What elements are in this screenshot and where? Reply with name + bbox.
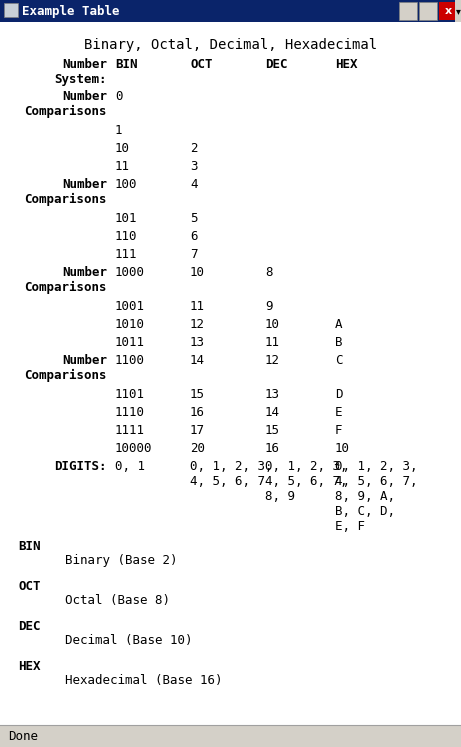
Text: 9: 9 (265, 300, 272, 313)
Text: Binary, Octal, Decimal, Hexadecimal: Binary, Octal, Decimal, Hexadecimal (84, 38, 377, 52)
Text: BIN: BIN (115, 58, 137, 71)
Text: 0, 1: 0, 1 (115, 460, 145, 473)
Text: 16: 16 (190, 406, 205, 419)
Text: 16: 16 (265, 442, 280, 455)
Text: D: D (335, 388, 343, 401)
Text: 1110: 1110 (115, 406, 145, 419)
Text: 8: 8 (265, 266, 272, 279)
Text: 111: 111 (115, 248, 137, 261)
Text: F: F (335, 424, 343, 437)
Text: 110: 110 (115, 230, 137, 243)
Text: Example Table: Example Table (22, 4, 119, 17)
Text: HEX: HEX (335, 58, 357, 71)
Text: 0, 1, 2, 3,
4, 5, 6, 7,
8, 9: 0, 1, 2, 3, 4, 5, 6, 7, 8, 9 (265, 460, 348, 503)
Bar (439, 2, 457, 20)
Text: 5: 5 (190, 212, 197, 225)
Text: 15: 15 (190, 388, 205, 401)
Text: Number
Comparisons: Number Comparisons (24, 354, 107, 382)
Text: DIGITS:: DIGITS: (54, 460, 107, 473)
Text: 100: 100 (115, 178, 137, 191)
Text: 15: 15 (265, 424, 280, 437)
Text: HEX: HEX (18, 660, 41, 673)
Text: BIN: BIN (18, 540, 41, 553)
Text: OCT: OCT (18, 580, 41, 593)
Text: Number
System:: Number System: (54, 58, 107, 86)
Text: 1001: 1001 (115, 300, 145, 313)
Text: C: C (335, 354, 343, 367)
Text: 11: 11 (115, 160, 130, 173)
Text: 1: 1 (115, 124, 123, 137)
Text: 1100: 1100 (115, 354, 145, 367)
Bar (0, 725, 461, 747)
Text: 0, 1, 2, 3,
4, 5, 6, 7,
8, 9, A,
B, C, D,
E, F: 0, 1, 2, 3, 4, 5, 6, 7, 8, 9, A, B, C, D… (335, 460, 418, 533)
Text: 1101: 1101 (115, 388, 145, 401)
Text: DEC: DEC (18, 620, 41, 633)
Text: Number
Comparisons: Number Comparisons (24, 90, 107, 118)
Text: Hexadecimal (Base 16): Hexadecimal (Base 16) (65, 674, 223, 687)
Text: B: B (335, 336, 343, 349)
Text: 101: 101 (115, 212, 137, 225)
Text: 12: 12 (265, 354, 280, 367)
Bar (4, 3, 18, 17)
Text: 11: 11 (190, 300, 205, 313)
Text: Done: Done (8, 730, 38, 743)
Text: 12: 12 (190, 318, 205, 331)
Text: OCT: OCT (190, 58, 213, 71)
Text: A: A (335, 318, 343, 331)
Text: 10: 10 (115, 142, 130, 155)
Text: 13: 13 (190, 336, 205, 349)
Bar (0, 0, 461, 22)
Text: 13: 13 (265, 388, 280, 401)
Text: 0, 1, 2, 3,
4, 5, 6, 7: 0, 1, 2, 3, 4, 5, 6, 7 (190, 460, 272, 488)
Text: E: E (335, 406, 343, 419)
Text: DEC: DEC (265, 58, 288, 71)
Text: Number
Comparisons: Number Comparisons (24, 178, 107, 206)
Text: 1000: 1000 (115, 266, 145, 279)
Bar (455, 0, 461, 22)
Text: 1010: 1010 (115, 318, 145, 331)
Text: ▾: ▾ (455, 6, 461, 16)
Text: x: x (444, 6, 452, 16)
Bar (419, 2, 437, 20)
Text: Octal (Base 8): Octal (Base 8) (65, 594, 170, 607)
Text: 10: 10 (190, 266, 205, 279)
Text: 4: 4 (190, 178, 197, 191)
Text: 17: 17 (190, 424, 205, 437)
Text: 10: 10 (265, 318, 280, 331)
Text: 10: 10 (335, 442, 350, 455)
Text: Binary (Base 2): Binary (Base 2) (65, 554, 177, 567)
Text: 10000: 10000 (115, 442, 153, 455)
Text: Decimal (Base 10): Decimal (Base 10) (65, 634, 193, 647)
Text: 14: 14 (190, 354, 205, 367)
Bar (399, 2, 417, 20)
Text: Number
Comparisons: Number Comparisons (24, 266, 107, 294)
Text: 2: 2 (190, 142, 197, 155)
Text: 11: 11 (265, 336, 280, 349)
Text: 6: 6 (190, 230, 197, 243)
Text: 0: 0 (115, 90, 123, 103)
Text: 7: 7 (190, 248, 197, 261)
Text: 1111: 1111 (115, 424, 145, 437)
Text: 1011: 1011 (115, 336, 145, 349)
Text: 3: 3 (190, 160, 197, 173)
Text: 20: 20 (190, 442, 205, 455)
Text: 14: 14 (265, 406, 280, 419)
